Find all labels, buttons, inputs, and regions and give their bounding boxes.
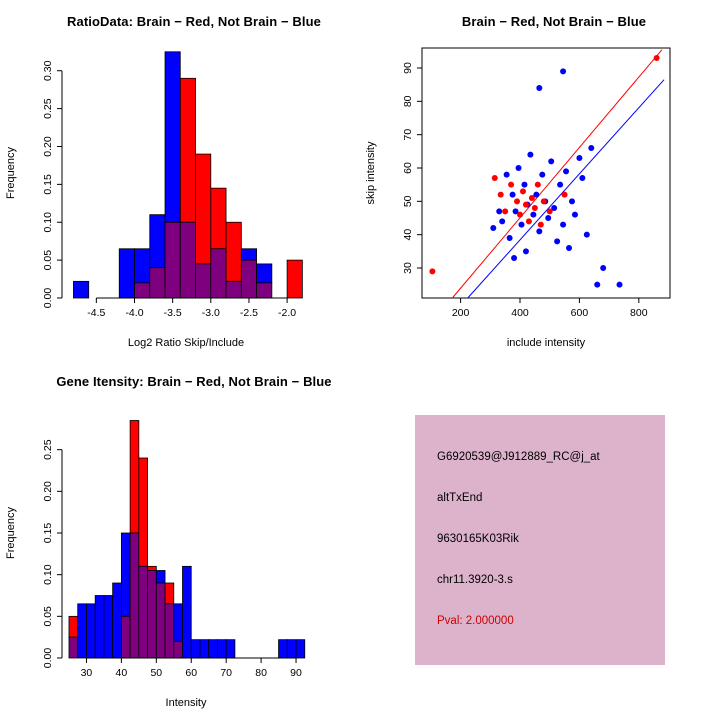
svg-text:-2.0: -2.0 — [278, 307, 296, 319]
svg-text:0.25: 0.25 — [42, 439, 54, 460]
gene-histogram-title: Gene Itensity: Brain − Red, Not Brain − … — [56, 374, 332, 389]
svg-text:0.00: 0.00 — [42, 648, 54, 669]
ratio-histogram-chart: -4.5 -4.0 -3.5 -3.0 -2.5 -2.0 0.00 0.05 0.10 0.15… — [5, 51, 303, 349]
svg-text:Frequency: Frequency — [5, 147, 17, 199]
svg-text:40: 40 — [402, 229, 414, 241]
svg-text:70: 70 — [402, 129, 414, 141]
event-type-text: altTxEnd — [437, 492, 483, 504]
intensity-scatter-chart: 200 400 600 800 30 40 50 60 70 80 90 include intens… — [365, 47, 671, 349]
svg-text:0.15: 0.15 — [42, 523, 54, 544]
svg-text:0.15: 0.15 — [42, 174, 54, 195]
svg-text:-3.0: -3.0 — [202, 307, 220, 319]
svg-text:60: 60 — [185, 667, 197, 679]
svg-text:Log2 Ratio Skip/Include: Log2 Ratio Skip/Include — [128, 337, 244, 349]
svg-text:60: 60 — [402, 162, 414, 174]
svg-text:0.00: 0.00 — [42, 288, 54, 309]
svg-text:0.05: 0.05 — [42, 250, 54, 271]
panel-intensity-scatter: Brain − Red, Not Brain − Blue 200 400 600 8… — [360, 0, 720, 360]
intensity-scatter-title: Brain − Red, Not Brain − Blue — [461, 14, 647, 29]
panel-gene-histogram: Gene Itensity: Brain − Red, Not Brain − … — [0, 360, 360, 720]
svg-text:200: 200 — [452, 307, 470, 319]
svg-text:400: 400 — [511, 307, 529, 319]
svg-text:Frequency: Frequency — [5, 507, 17, 559]
svg-text:40: 40 — [116, 667, 128, 679]
svg-text:0.10: 0.10 — [42, 564, 54, 585]
probe-id-text: G6920539@J912889_RC@j_at — [437, 451, 600, 463]
pval-text: Pval: 2.000000 — [437, 615, 514, 627]
svg-text:50: 50 — [150, 667, 162, 679]
svg-text:0.10: 0.10 — [42, 212, 54, 233]
svg-text:600: 600 — [571, 307, 589, 319]
svg-text:-3.5: -3.5 — [164, 307, 182, 319]
svg-text:0.20: 0.20 — [42, 481, 54, 502]
svg-text:-4.5: -4.5 — [87, 307, 105, 319]
gene-histogram-chart: 30 40 50 60 70 80 90 0.00 0.05 0.10 0.15 0.20 0.25 In… — [5, 420, 306, 709]
svg-text:50: 50 — [402, 195, 414, 207]
svg-text:0.20: 0.20 — [42, 136, 54, 157]
svg-text:Intensity: Intensity — [166, 697, 207, 709]
svg-text:0.30: 0.30 — [42, 60, 54, 81]
svg-text:90: 90 — [402, 62, 414, 74]
svg-text:include intensity: include intensity — [507, 337, 586, 349]
svg-text:80: 80 — [255, 667, 267, 679]
svg-text:90: 90 — [290, 667, 302, 679]
svg-text:-2.5: -2.5 — [240, 307, 258, 319]
svg-text:0.05: 0.05 — [42, 606, 54, 627]
svg-text:30: 30 — [402, 262, 414, 274]
panel-ratio-histogram: RatioData: Brain − Red, Not Brain − Blue… — [0, 0, 360, 360]
svg-text:70: 70 — [220, 667, 232, 679]
svg-text:80: 80 — [402, 95, 414, 107]
svg-text:800: 800 — [630, 307, 648, 319]
svg-text:-4.0: -4.0 — [125, 307, 143, 319]
panel-info: G6920539@J912889_RC@j_at altTxEnd 963016… — [360, 360, 720, 720]
gene-symbol-text: 9630165K03Rik — [437, 533, 519, 545]
svg-text:0.25: 0.25 — [42, 98, 54, 119]
location-text: chr11.3920-3.s — [437, 574, 513, 586]
svg-text:skip intensity: skip intensity — [365, 141, 377, 204]
svg-text:30: 30 — [81, 667, 93, 679]
ratio-histogram-title: RatioData: Brain − Red, Not Brain − Blue — [67, 14, 321, 29]
gene-info-box: G6920539@J912889_RC@j_at altTxEnd 963016… — [415, 415, 665, 665]
